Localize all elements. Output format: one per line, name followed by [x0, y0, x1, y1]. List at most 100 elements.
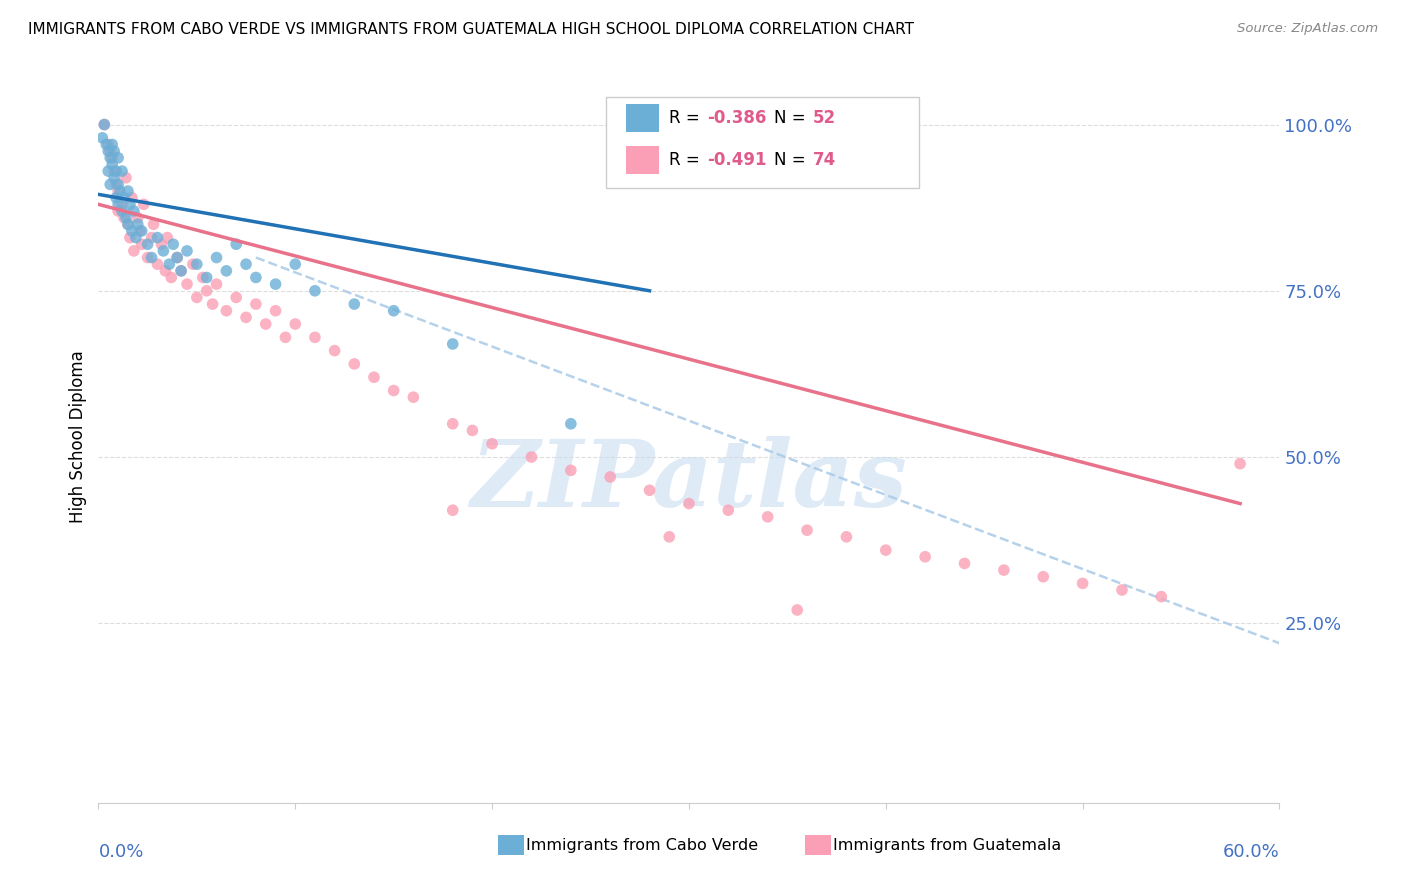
Point	[599, 470, 621, 484]
Point	[105, 178, 128, 192]
Point	[105, 191, 128, 205]
Point	[127, 217, 149, 231]
Point	[225, 237, 247, 252]
Point	[993, 563, 1015, 577]
Point	[101, 157, 124, 171]
Point	[98, 144, 121, 158]
Point	[235, 257, 257, 271]
Point	[111, 164, 134, 178]
Point	[117, 217, 139, 231]
Point	[98, 151, 121, 165]
Point	[264, 277, 287, 292]
Point	[108, 184, 131, 198]
Point	[131, 224, 153, 238]
Point	[304, 330, 326, 344]
Point	[441, 417, 464, 431]
Point	[136, 237, 159, 252]
Point	[914, 549, 936, 564]
Text: Source: ZipAtlas.com: Source: ZipAtlas.com	[1237, 22, 1378, 36]
Point	[215, 303, 238, 318]
Point	[97, 137, 120, 152]
FancyBboxPatch shape	[626, 104, 659, 132]
Point	[125, 230, 148, 244]
Point	[101, 137, 124, 152]
Point	[441, 503, 464, 517]
Point	[176, 244, 198, 258]
Point	[121, 224, 143, 238]
Point	[343, 297, 366, 311]
Point	[166, 251, 188, 265]
Point	[461, 424, 484, 438]
Text: 52: 52	[813, 109, 837, 128]
Point	[103, 164, 125, 178]
Point	[186, 290, 208, 304]
Point	[127, 211, 149, 225]
Point	[96, 137, 118, 152]
Point	[382, 384, 405, 398]
FancyBboxPatch shape	[498, 835, 523, 855]
Text: 0.0%: 0.0%	[98, 843, 143, 861]
Text: IMMIGRANTS FROM CABO VERDE VS IMMIGRANTS FROM GUATEMALA HIGH SCHOOL DIPLOMA CORR: IMMIGRANTS FROM CABO VERDE VS IMMIGRANTS…	[28, 22, 914, 37]
Point	[131, 237, 153, 252]
Point	[111, 197, 134, 211]
Point	[136, 251, 159, 265]
Point	[717, 503, 740, 517]
Point	[128, 224, 150, 238]
Point	[103, 170, 125, 185]
Point	[363, 370, 385, 384]
Point	[93, 118, 115, 132]
Point	[166, 251, 188, 265]
Point	[638, 483, 661, 498]
Point	[254, 317, 277, 331]
Point	[117, 217, 139, 231]
Point	[191, 270, 214, 285]
Text: ZIPatlas: ZIPatlas	[471, 436, 907, 526]
Point	[1032, 570, 1054, 584]
Point	[157, 257, 180, 271]
Point	[304, 284, 326, 298]
Point	[115, 170, 138, 185]
Point	[107, 204, 129, 219]
Point	[756, 509, 779, 524]
Point	[111, 204, 134, 219]
Point	[284, 257, 307, 271]
Point	[1111, 582, 1133, 597]
Point	[205, 277, 228, 292]
Point	[156, 230, 179, 244]
FancyBboxPatch shape	[606, 97, 920, 188]
Point	[150, 237, 173, 252]
Point	[284, 317, 307, 331]
Point	[343, 357, 366, 371]
Text: R =: R =	[669, 109, 704, 128]
Point	[107, 184, 129, 198]
Point	[215, 264, 238, 278]
Point	[274, 330, 297, 344]
Point	[796, 523, 818, 537]
Point	[105, 164, 128, 178]
Point	[264, 303, 287, 318]
Point	[122, 204, 145, 219]
Text: -0.386: -0.386	[707, 109, 766, 128]
Point	[141, 230, 163, 244]
Point	[1150, 590, 1173, 604]
Point	[142, 217, 165, 231]
Point	[118, 230, 141, 244]
Point	[107, 197, 129, 211]
Point	[323, 343, 346, 358]
Point	[162, 237, 184, 252]
Point	[155, 264, 177, 278]
Point	[176, 277, 198, 292]
Y-axis label: High School Diploma: High School Diploma	[69, 351, 87, 524]
Point	[1071, 576, 1094, 591]
Text: -0.491: -0.491	[707, 151, 766, 169]
Point	[101, 151, 124, 165]
Point	[235, 310, 257, 325]
Point	[205, 251, 228, 265]
Point	[93, 118, 115, 132]
Point	[245, 297, 267, 311]
Text: 60.0%: 60.0%	[1223, 843, 1279, 861]
Point	[117, 184, 139, 198]
Point	[195, 270, 218, 285]
Point	[118, 197, 141, 211]
Point	[97, 144, 120, 158]
